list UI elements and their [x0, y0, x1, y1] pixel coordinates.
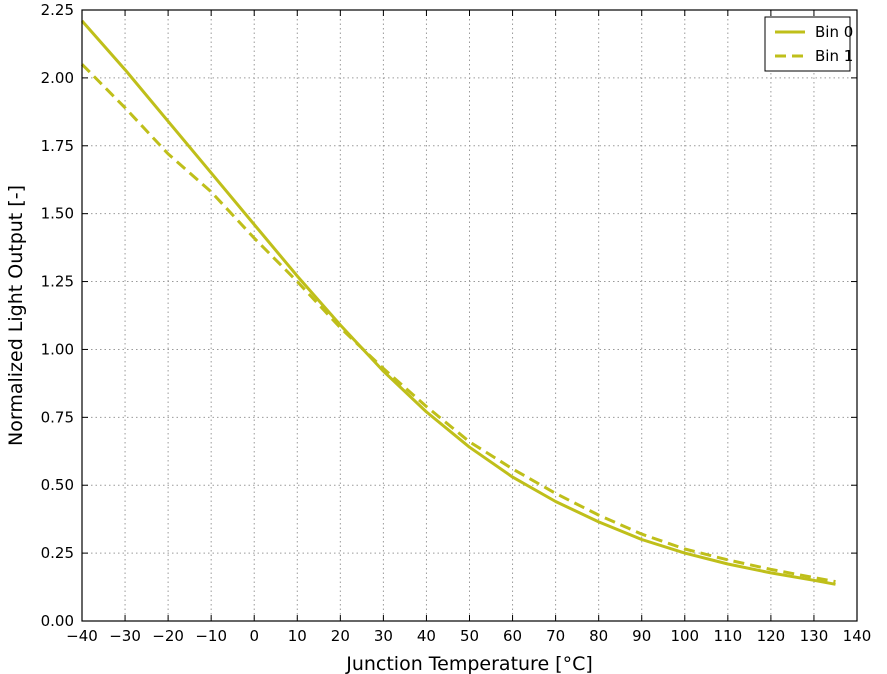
y-tick-label: 1.75 — [41, 137, 74, 155]
y-tick-label: 1.00 — [41, 340, 74, 358]
plot-frame — [81, 9, 858, 622]
x-tick-label: −30 — [109, 627, 141, 645]
y-axis-ticks: 0.00 0.25 0.50 0.75 1.00 1.25 1.50 1.75 2.00 2.25 — [41, 1, 857, 630]
x-tick-label: 70 — [546, 627, 565, 645]
y-tick-label: 2.00 — [41, 69, 74, 87]
legend-label-bin-0: Bin 0 — [815, 23, 853, 41]
x-tick-label: 80 — [589, 627, 608, 645]
x-tick-label: 90 — [632, 627, 651, 645]
legend-box — [764, 16, 851, 72]
x-tick-label: 140 — [843, 627, 872, 645]
x-tick-label: 30 — [374, 627, 393, 645]
series-line-bin-0 — [80, 19, 836, 586]
y-tick-label: 0.50 — [41, 476, 74, 494]
legend-label-bin-1: Bin 1 — [815, 47, 853, 65]
x-tick-label: 130 — [800, 627, 829, 645]
x-tick-label: 120 — [757, 627, 786, 645]
y-tick-label: 0.75 — [41, 408, 74, 426]
y-tick-label: 1.50 — [41, 205, 74, 223]
x-tick-label: 50 — [460, 627, 479, 645]
x-tick-label: 20 — [331, 627, 350, 645]
x-tick-label: 10 — [288, 627, 307, 645]
x-tick-label: 100 — [670, 627, 699, 645]
x-tick-label: −20 — [152, 627, 184, 645]
series-lines — [80, 19, 836, 586]
y-tick-label: 0.00 — [41, 612, 74, 630]
y-tick-label: 2.25 — [41, 1, 74, 19]
y-tick-label: 1.25 — [41, 273, 74, 291]
x-axis-ticks: −40 −30 −20 −10 0 10 20 30 40 50 60 70 80 90 100 110 120… — [66, 10, 871, 645]
x-tick-label: −40 — [66, 627, 98, 645]
y-axis-label: Normalized Light Output [-] — [5, 185, 27, 446]
x-tick-label: 40 — [417, 627, 436, 645]
x-axis-label: Junction Temperature [°C] — [345, 653, 593, 674]
grid — [82, 10, 857, 621]
x-tick-label: 60 — [503, 627, 522, 645]
legend: Bin 0 Bin 1 — [764, 16, 853, 72]
y-tick-label: 0.25 — [41, 544, 74, 562]
x-tick-label: 110 — [714, 627, 743, 645]
x-tick-label: 0 — [249, 627, 259, 645]
x-tick-label: −10 — [195, 627, 227, 645]
series-line-bin-1 — [80, 63, 836, 584]
